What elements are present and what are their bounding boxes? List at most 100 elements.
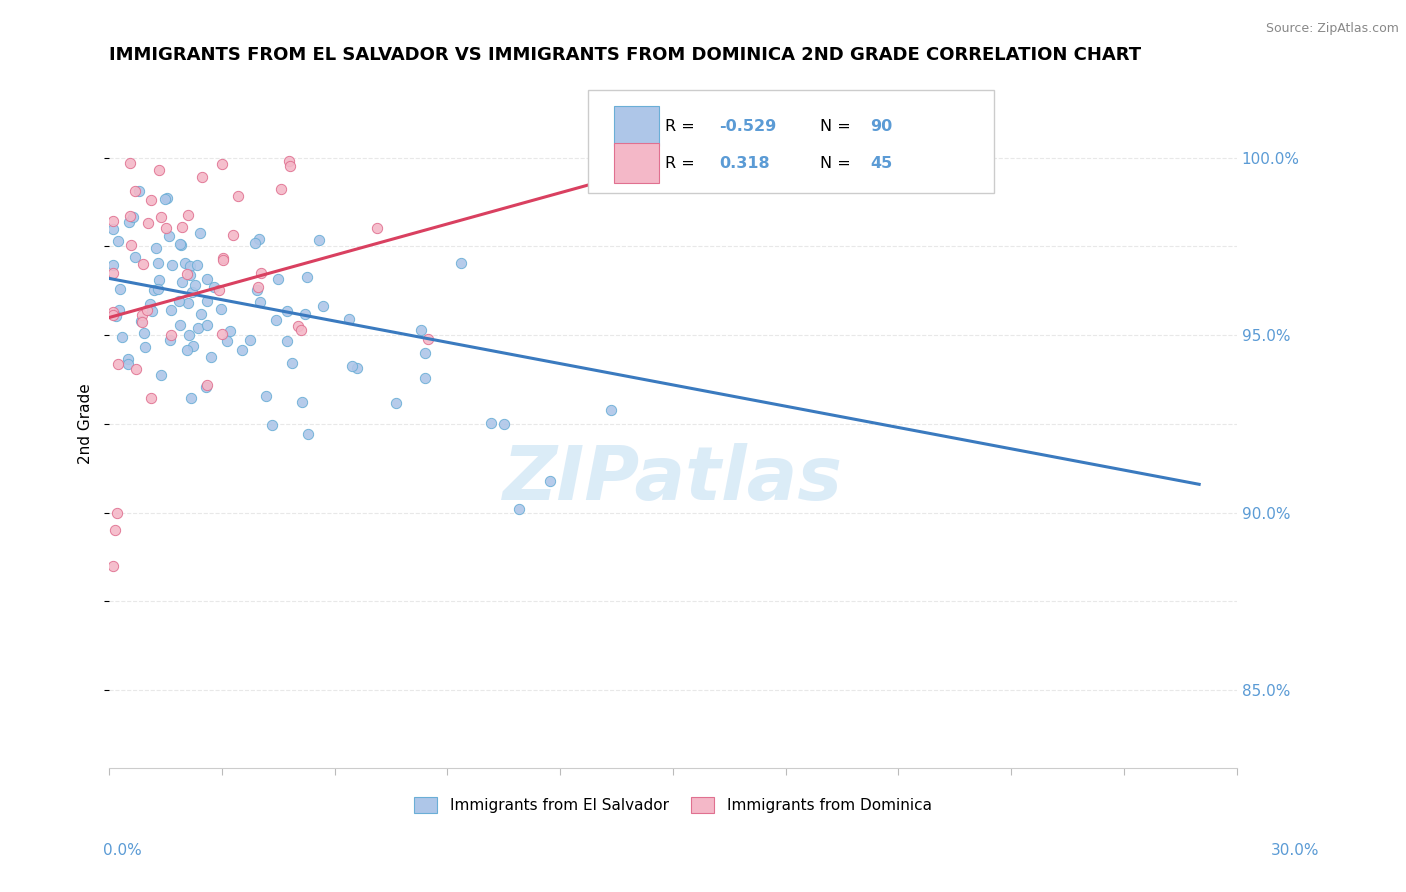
Point [308,233,330,247]
Point [385,396,408,410]
Point [209,301,232,316]
Point [155,191,177,205]
Point [366,221,388,235]
Point [538,474,561,488]
Point [132,326,155,340]
Point [177,295,200,310]
Point [103,213,125,227]
Point [219,324,242,338]
Point [124,250,146,264]
Y-axis label: 2nd Grade: 2nd Grade [79,384,93,465]
Point [149,368,172,383]
Point [169,236,191,251]
Point [124,184,146,198]
Point [101,308,124,322]
Text: 0.318: 0.318 [720,155,770,170]
Point [155,220,177,235]
Point [211,251,233,265]
Point [141,194,163,208]
Point [101,266,124,280]
Point [276,304,298,318]
Point [117,357,139,371]
Point [277,153,299,168]
Point [346,360,368,375]
Point [149,211,172,225]
Text: IMMIGRANTS FROM EL SALVADOR VS IMMIGRANTS FROM DOMINICA 2ND GRADE CORRELATION CH: IMMIGRANTS FROM EL SALVADOR VS IMMIGRANT… [110,46,1142,64]
Point [266,313,288,327]
Point [260,418,283,433]
Point [148,273,170,287]
Point [101,558,124,573]
Point [226,189,249,203]
Point [159,302,181,317]
Point [108,302,131,317]
Point [118,209,141,223]
Point [413,345,436,359]
Point [174,256,197,270]
Point [211,326,233,341]
Text: R =: R = [665,119,700,134]
Point [101,222,124,236]
Point [247,232,270,246]
Legend: Immigrants from El Salvador, Immigrants from Dominica: Immigrants from El Salvador, Immigrants … [408,791,938,819]
Point [136,216,159,230]
Point [177,208,200,222]
Point [148,163,170,178]
Point [254,390,277,404]
Point [169,318,191,333]
Point [101,258,124,272]
Text: ZIPatlas: ZIPatlas [503,442,844,516]
Point [247,280,270,294]
Point [217,334,239,348]
Point [211,157,233,171]
Point [202,280,225,294]
Point [181,285,204,300]
Point [187,320,209,334]
Point [278,159,301,173]
Point [107,234,129,248]
Point [131,257,153,271]
Point [136,303,159,318]
Point [337,312,360,326]
Point [125,362,148,376]
Point [183,339,205,353]
Point [122,210,145,224]
Point [249,295,271,310]
Point [416,333,439,347]
Point [128,184,150,198]
Point [179,259,201,273]
Point [120,156,142,170]
Point [250,266,273,280]
Point [415,371,437,385]
Point [176,343,198,357]
Point [131,308,153,322]
Point [157,229,180,244]
Point [492,417,515,432]
Point [294,307,316,321]
Text: Source: ZipAtlas.com: Source: ZipAtlas.com [1265,22,1399,36]
FancyBboxPatch shape [614,143,659,183]
Text: 0.0%: 0.0% [103,843,142,858]
Point [291,395,314,409]
Point [239,333,262,347]
Point [159,333,181,347]
FancyBboxPatch shape [614,106,659,146]
Point [146,256,169,270]
Point [195,378,218,392]
Point [105,309,128,323]
Point [287,319,309,334]
Point [145,242,167,256]
Text: -0.529: -0.529 [720,119,776,134]
Point [179,268,201,282]
Point [340,359,363,373]
Text: R =: R = [665,155,700,170]
Point [134,340,156,354]
Point [141,304,163,318]
Point [141,391,163,405]
Point [312,299,335,313]
Point [297,426,319,441]
Point [195,293,218,308]
Point [101,305,124,319]
Point [190,170,212,185]
FancyBboxPatch shape [589,90,994,194]
